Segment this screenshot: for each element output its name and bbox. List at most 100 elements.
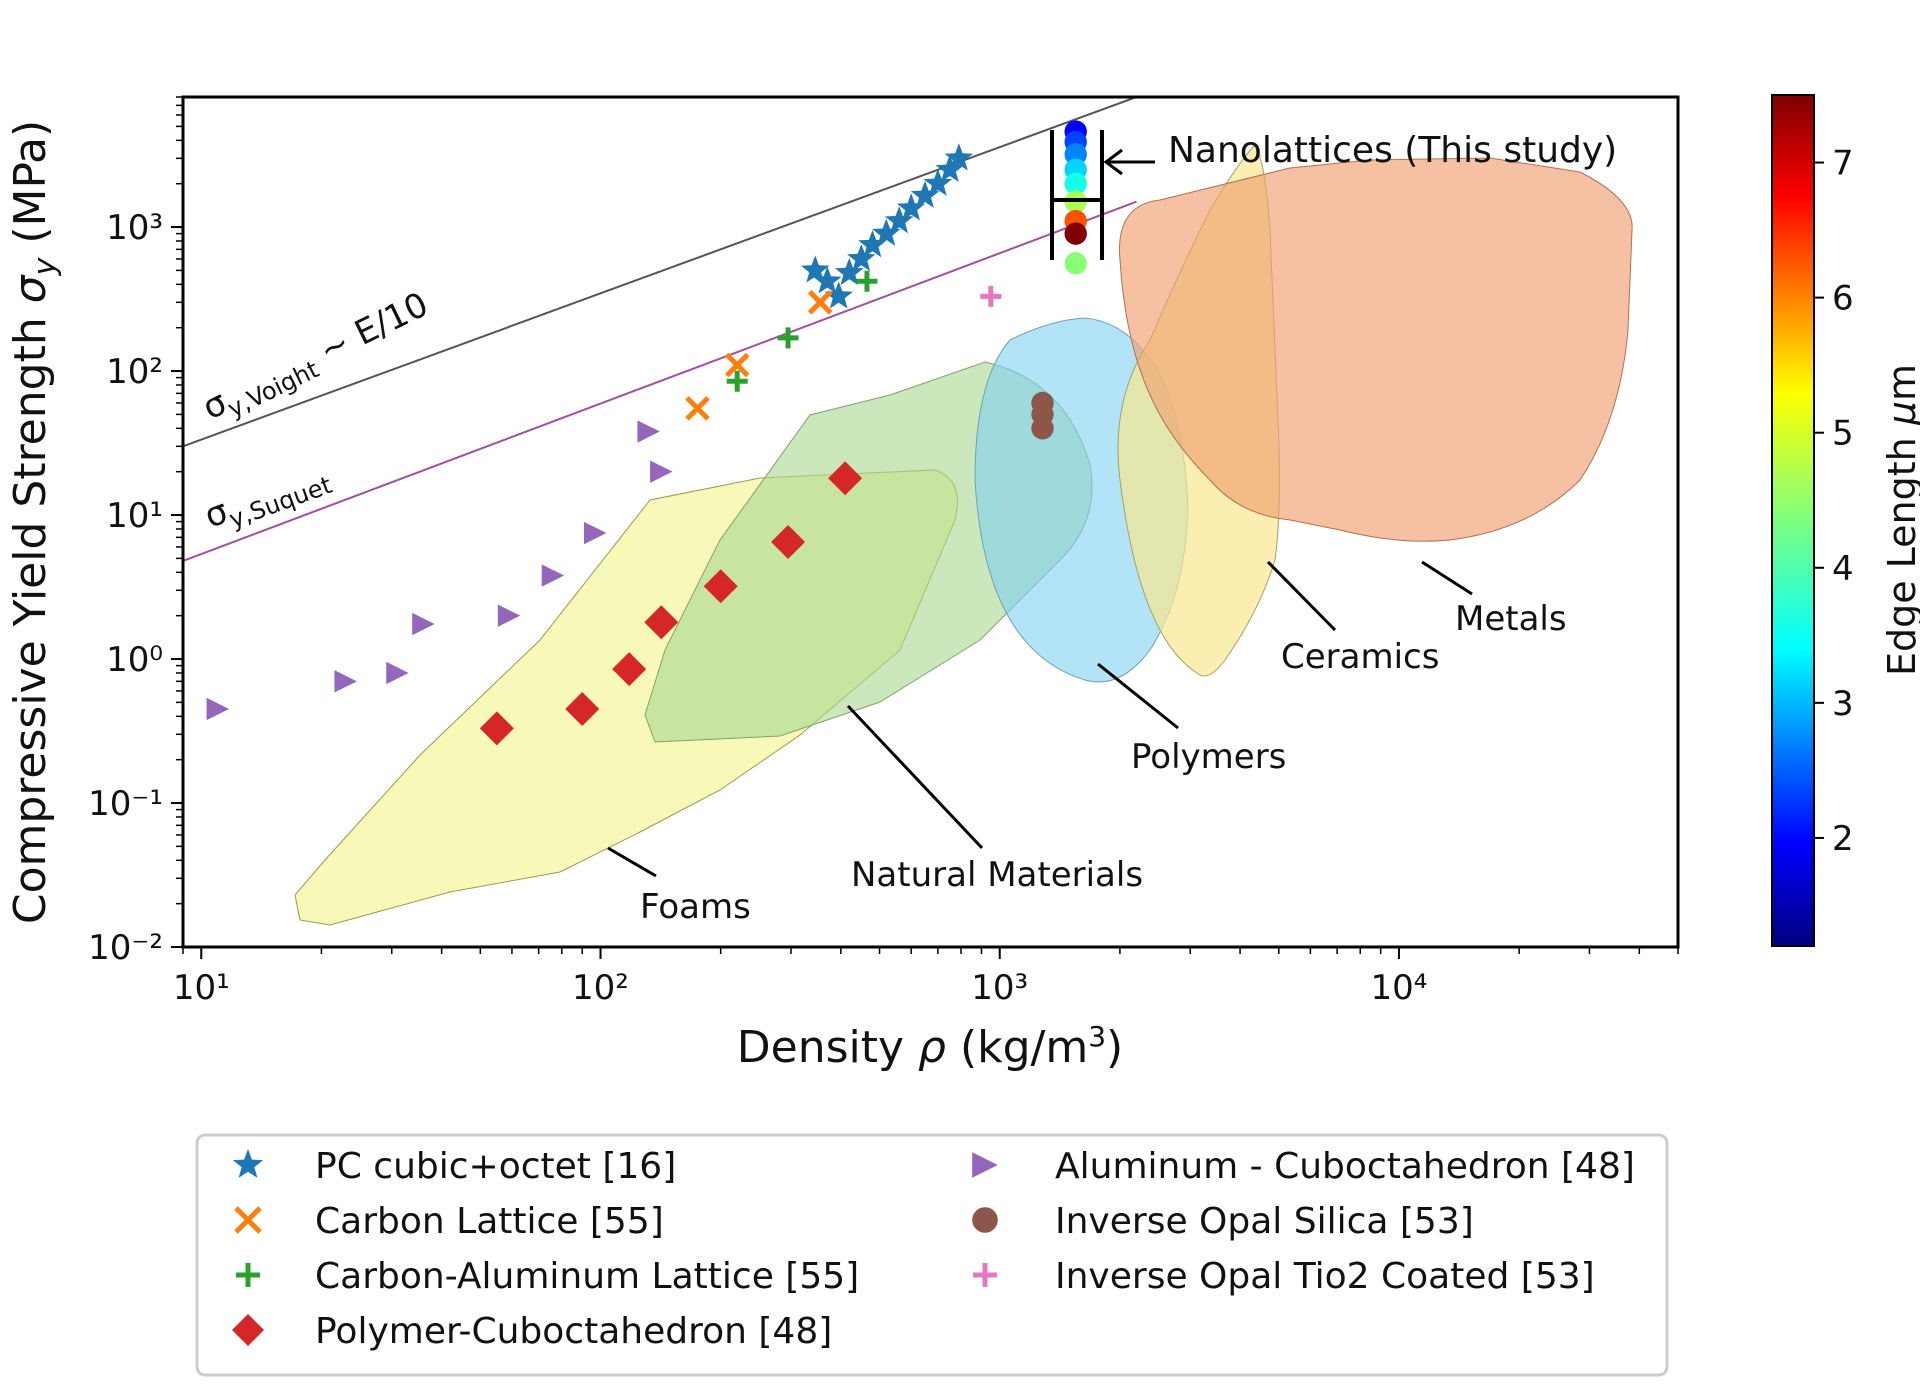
legend-label: Inverse Opal Tio2 Coated [53] [1055,1256,1595,1297]
legend-marker [973,1263,997,1287]
series-inverse-opal-tio2-coated-53 [980,285,1002,307]
series-carbon-lattice-55 [685,290,833,421]
data-point [847,244,876,272]
y-axis-label: Compressive Yield Strength σy (MPa) [5,120,63,924]
colorbar-tick-label: 2 [1832,819,1854,859]
data-point [1031,417,1054,440]
legend-item: Carbon Lattice [55] [234,1201,664,1242]
series-carbon-aluminum-lattice-55 [726,270,878,392]
nanolattice-bracket [1050,130,1104,260]
series-polymer-cuboctahedron-48 [479,461,863,746]
region-metals [1119,157,1633,542]
data-point [1064,143,1087,166]
legend-label: PC cubic+octet [16] [315,1146,676,1187]
reference-line [183,200,1137,562]
legend-label: Carbon Lattice [55] [315,1201,664,1242]
colorbar-tick-label: 7 [1832,144,1854,184]
voight-line-label: σy,Voight ~ E/10 [196,285,436,433]
legend-marker [972,1152,998,1178]
data-point [412,612,435,636]
data-point [884,206,914,234]
y-tick-label: 10² [106,352,163,392]
data-point [724,352,750,378]
data-point [944,143,974,171]
legend-marker [236,1263,260,1287]
region-label-natural-materials: Natural Materials [851,855,1143,895]
data-point [386,661,409,685]
y-tick-label: 10⁻¹ [88,784,163,824]
legend-item: Inverse Opal Silica [53] [972,1201,1474,1242]
data-point [206,697,229,721]
legend-item: Aluminum - Cuboctahedron [48] [972,1146,1635,1187]
legend-item: Inverse Opal Tio2 Coated [53] [973,1256,1595,1297]
legend-marker [232,1314,264,1346]
data-point [703,569,738,604]
data-point [856,270,878,292]
data-point [896,193,926,221]
data-point [1064,172,1087,195]
y-tick-label: 10⁻² [88,928,163,968]
data-point [334,670,357,693]
region-label-ceramics: Ceramics [1281,637,1439,677]
legend-label: Polymer-Cuboctahedron [48] [315,1311,832,1352]
colorbar-tick-label: 4 [1832,549,1854,589]
data-point [800,255,830,283]
data-point [1064,252,1087,275]
legend-marker [234,1206,262,1234]
legend-marker [972,1207,998,1233]
region-label-polymers: Polymers [1131,737,1286,777]
data-point [650,460,673,483]
x-tick-label: 10⁴ [1370,968,1427,1008]
data-point [980,285,1002,307]
series-pc-cubic-octet-16 [800,143,974,309]
data-point [828,461,863,496]
data-point [813,266,842,294]
y-tick-label: 10³ [106,208,163,248]
colorbar-ticks: 2 3 4 5 6 7 [1814,144,1854,859]
data-point [726,370,748,392]
x-axis-label: Density ρ (kg/m3) [737,1020,1123,1073]
data-point [541,564,565,587]
nanolattice-annotation: Nanolattices (This study) [1168,130,1617,171]
data-point [612,652,647,687]
x-tick-label: 10³ [971,968,1028,1008]
y-tick-label: 10¹ [106,496,163,536]
axis-ticks: 10¹ 10² 10³ 10⁴ 10⁻² 10⁻¹ 10⁰ 10¹ 10² 10³ [88,96,1679,1008]
data-point [807,290,833,315]
region-label-foams: Foams [640,887,751,927]
legend-item: Polymer-Cuboctahedron [48] [232,1311,832,1352]
y-tick-label: 10⁰ [106,640,163,680]
legend-item: Carbon-Aluminum Lattice [55] [236,1256,859,1297]
data-point [771,524,806,559]
data-point [637,420,660,443]
colorbar-tick-label: 5 [1832,414,1854,454]
legend-item: PC cubic+octet [16] [232,1146,676,1187]
legend-label: Carbon-Aluminum Lattice [55] [315,1256,859,1297]
data-point [584,521,607,545]
colorbar [1771,94,1815,947]
nanolattice-arrow [1103,148,1155,176]
data-point [1064,222,1087,245]
region-label-metals: Metals [1455,599,1567,639]
colorbar-tick-label: 6 [1832,279,1854,319]
x-tick-label: 10² [572,968,629,1008]
x-tick-label: 10¹ [173,968,230,1008]
data-point [872,218,901,246]
reference-line [183,97,1137,448]
series-inverse-opal-silica-53 [1031,391,1054,440]
data-point [565,691,600,726]
colorbar-label: Edge Length μm [1880,364,1920,676]
data-point [685,396,710,421]
legend-label: Inverse Opal Silica [53] [1055,1201,1474,1242]
data-point [935,154,965,182]
data-point [835,257,864,286]
data-point [479,711,514,746]
material-regions [294,144,1633,926]
data-point [644,605,679,640]
data-point [497,604,521,627]
legend [195,1133,1669,1377]
series-nanolattices-this-study [1064,120,1087,275]
data-point [824,281,853,309]
legend-label: Aluminum - Cuboctahedron [48] [1055,1146,1635,1187]
